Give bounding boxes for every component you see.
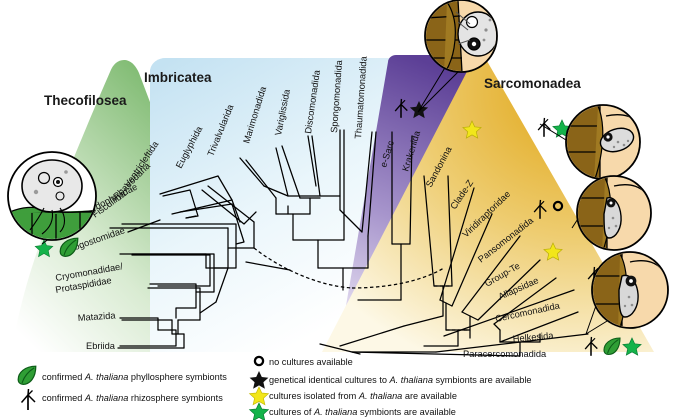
taxon-label-ebriida: Ebriida bbox=[86, 341, 116, 351]
legend-right-item-1: genetical identical cultures to A. thali… bbox=[269, 375, 532, 385]
clade-wedge-sarcomonadea bbox=[322, 56, 654, 352]
legend: confirmed A. thaliana phyllosphere symbi… bbox=[17, 355, 532, 420]
clade-title-sarcomonadea: Sarcomonadea bbox=[484, 76, 581, 91]
inset-phyllosphere-left bbox=[7, 151, 97, 245]
leaf-icon-legend bbox=[17, 365, 37, 385]
legend-left-item-1: confirmed A. thaliana rhizosphere symbio… bbox=[42, 393, 223, 403]
yellow-star-sandonina bbox=[462, 120, 482, 139]
inset-right-1 bbox=[539, 104, 641, 180]
inset-top-root bbox=[417, 0, 498, 113]
inset-right-2 bbox=[571, 175, 652, 251]
clade-title-thecofilosea: Thecofilosea bbox=[44, 93, 127, 108]
yellow-star-icon-legend bbox=[248, 386, 270, 406]
green-star-icon-legend bbox=[248, 402, 270, 420]
taxon-markers bbox=[34, 98, 642, 356]
tree-branches-thec2 bbox=[131, 254, 211, 287]
tree-fan bbox=[109, 129, 589, 357]
green-star-chlamydophryidae bbox=[34, 239, 54, 258]
open-circle-icon-legend bbox=[253, 355, 265, 367]
yellow-star-allapsidae bbox=[543, 242, 563, 261]
root-icon-legend bbox=[20, 388, 36, 410]
legend-right-item-0: no cultures available bbox=[269, 357, 353, 367]
legend-right-item-2: cultures isolated from A. thaliana are a… bbox=[269, 391, 457, 401]
green-star-paracercomonadida bbox=[622, 337, 642, 356]
clade-title-imbricatea: Imbricatea bbox=[144, 70, 212, 85]
clade-wedges bbox=[12, 55, 654, 352]
root-icon-viridiraptoridae bbox=[537, 117, 552, 137]
legend-right-item-3: cultures of A. thaliana symbionts are av… bbox=[269, 407, 456, 417]
legend-left-item-0: confirmed A. thaliana phyllosphere symbi… bbox=[42, 372, 227, 382]
taxon-label-matazida: Matazida bbox=[77, 310, 116, 323]
clade-wedge-thecofilosea bbox=[12, 60, 190, 352]
black-star-icon-legend bbox=[249, 371, 269, 389]
open-circle-group-te bbox=[552, 200, 564, 212]
taxon-label-paracercomonadida: Paracercomonadida bbox=[463, 349, 547, 359]
inset-right-3 bbox=[585, 251, 669, 335]
tree-branches-imbricatea bbox=[201, 129, 373, 233]
taxon-label-helkesida: Helkesida bbox=[512, 330, 554, 344]
